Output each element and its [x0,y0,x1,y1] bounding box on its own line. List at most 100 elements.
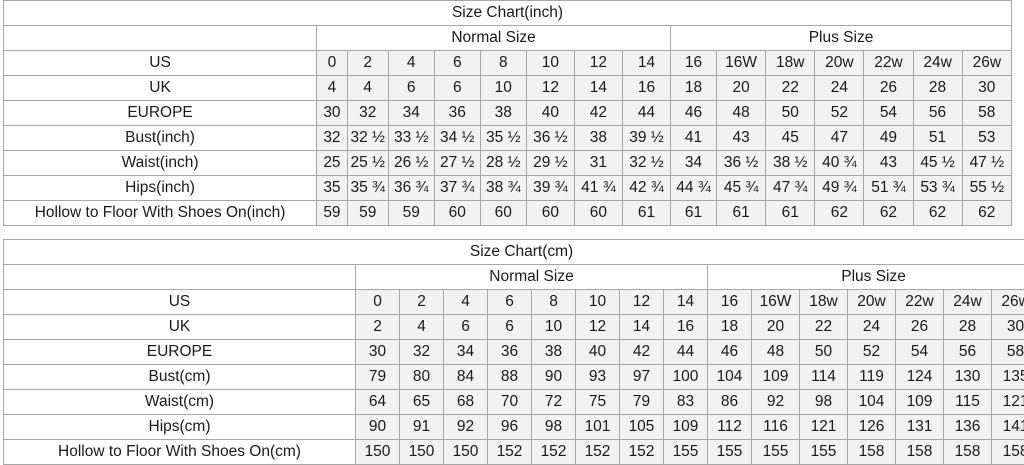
inch-cell-uk-0: 4 [317,76,348,101]
inch-cell-us-8: 16 [671,51,717,76]
cm-cell-hollow-7: 155 [664,440,708,465]
cm-cell-uk-11: 24 [848,315,896,340]
inch-row-label-waist: Waist(inch) [4,151,317,176]
inch-cell-hips-7: 42 ¾ [622,176,670,201]
cm-cell-us-12: 22w [896,290,944,315]
cm-cell-hips-12: 131 [896,415,944,440]
cm-cell-hollow-14: 158 [992,440,1024,465]
inch-cell-hollow-12: 62 [864,201,913,226]
table-row: US 0 2 4 6 8 10 12 14 16 16W 18w 20w 22w… [4,51,1012,76]
inch-cell-waist-0: 25 [317,151,348,176]
cm-cell-europe-14: 58 [992,340,1024,365]
cm-cell-europe-8: 46 [708,340,752,365]
cm-cell-uk-7: 16 [664,315,708,340]
table-row: Waist(cm) 64 65 68 70 72 75 79 83 86 92 … [4,390,1024,415]
inch-cell-hollow-2: 59 [388,201,434,226]
cm-cell-hips-3: 96 [488,415,532,440]
cm-cell-hips-1: 91 [400,415,444,440]
cm-cell-bust-7: 100 [664,365,708,390]
inch-cell-us-10: 18w [766,51,815,76]
cm-cell-uk-4: 10 [532,315,576,340]
inch-cell-uk-14: 30 [962,76,1011,101]
cm-cell-bust-0: 79 [356,365,400,390]
inch-cell-hollow-1: 59 [347,201,388,226]
inch-cell-bust-1: 32 ½ [347,126,388,151]
inch-cell-bust-0: 32 [317,126,348,151]
inch-cell-us-6: 12 [574,51,622,76]
inch-cell-us-1: 2 [347,51,388,76]
inch-cell-hollow-13: 62 [913,201,962,226]
cm-cell-us-10: 18w [800,290,848,315]
inch-cell-hollow-14: 62 [962,201,1011,226]
inch-cell-hips-3: 37 ¾ [434,176,480,201]
table-row: Waist(inch) 25 25 ½ 26 ½ 27 ½ 28 ½ 29 ½ … [4,151,1012,176]
cm-cell-us-5: 10 [576,290,620,315]
cm-cell-uk-9: 20 [752,315,800,340]
inch-cell-waist-5: 29 ½ [526,151,574,176]
inch-cell-us-3: 6 [434,51,480,76]
cm-cell-hips-4: 98 [532,415,576,440]
inch-cell-us-9: 16W [717,51,766,76]
inch-cell-hollow-3: 60 [434,201,480,226]
inch-row-label-europe: EUROPE [4,101,317,126]
cm-cell-bust-8: 104 [708,365,752,390]
inch-cell-waist-10: 38 ½ [766,151,815,176]
cm-group-plus-size: Plus Size [708,265,1024,290]
inch-cell-hollow-11: 62 [815,201,864,226]
inch-cell-us-2: 4 [388,51,434,76]
inch-cell-hips-10: 47 ¾ [766,176,815,201]
inch-cell-bust-6: 38 [574,126,622,151]
cm-cell-us-3: 6 [488,290,532,315]
cm-row-label-uk: UK [4,315,356,340]
inch-cell-hips-13: 53 ¾ [913,176,962,201]
cm-cell-waist-7: 83 [664,390,708,415]
cm-cell-hollow-2: 150 [444,440,488,465]
inch-cell-uk-7: 16 [622,76,670,101]
inch-cell-uk-9: 20 [717,76,766,101]
table-row: EUROPE 30 32 34 36 38 40 42 44 46 48 50 … [4,101,1012,126]
cm-cell-europe-3: 36 [488,340,532,365]
inch-cell-bust-13: 51 [913,126,962,151]
inch-cell-waist-11: 40 ¾ [815,151,864,176]
cm-cell-us-7: 14 [664,290,708,315]
cm-cell-hips-0: 90 [356,415,400,440]
cm-cell-uk-10: 22 [800,315,848,340]
inch-group-plus-size: Plus Size [671,26,1012,51]
inch-cell-bust-7: 39 ½ [622,126,670,151]
cm-cell-hips-8: 112 [708,415,752,440]
inch-cell-uk-3: 6 [434,76,480,101]
inch-cell-uk-12: 26 [864,76,913,101]
cm-cell-waist-8: 86 [708,390,752,415]
inch-cell-hips-1: 35 ¾ [347,176,388,201]
cm-cell-uk-1: 4 [400,315,444,340]
inch-cell-uk-4: 10 [480,76,526,101]
inch-row-label-bust: Bust(inch) [4,126,317,151]
cm-cell-hips-7: 109 [664,415,708,440]
inch-cell-waist-2: 26 ½ [388,151,434,176]
inch-cell-bust-12: 49 [864,126,913,151]
cm-cell-uk-2: 6 [444,315,488,340]
inch-cell-waist-12: 43 [864,151,913,176]
table-row: Bust(cm) 79 80 84 88 90 93 97 100 104 10… [4,365,1024,390]
cm-cell-waist-14: 121 [992,390,1024,415]
cm-cell-hips-14: 141 [992,415,1024,440]
inch-cell-us-5: 10 [526,51,574,76]
inch-cell-uk-8: 18 [671,76,717,101]
inch-cell-hips-4: 38 ¾ [480,176,526,201]
inch-row-label-uk: UK [4,76,317,101]
cm-cell-uk-6: 14 [620,315,664,340]
inch-chart-title: Size Chart(inch) [4,1,1012,26]
cm-cell-bust-13: 130 [944,365,992,390]
cm-cell-us-14: 26w [992,290,1024,315]
inch-cell-uk-5: 12 [526,76,574,101]
cm-cell-europe-0: 30 [356,340,400,365]
inch-cell-waist-13: 45 ½ [913,151,962,176]
cm-cell-hollow-6: 152 [620,440,664,465]
cm-cell-europe-13: 56 [944,340,992,365]
inch-cell-europe-6: 42 [574,101,622,126]
cm-cell-uk-14: 30 [992,315,1024,340]
size-chart-cm-table: Size Chart(cm) Normal Size Plus Size US … [3,239,1024,465]
inch-cell-us-14: 26w [962,51,1011,76]
cm-cell-bust-9: 109 [752,365,800,390]
inch-cell-bust-9: 43 [717,126,766,151]
